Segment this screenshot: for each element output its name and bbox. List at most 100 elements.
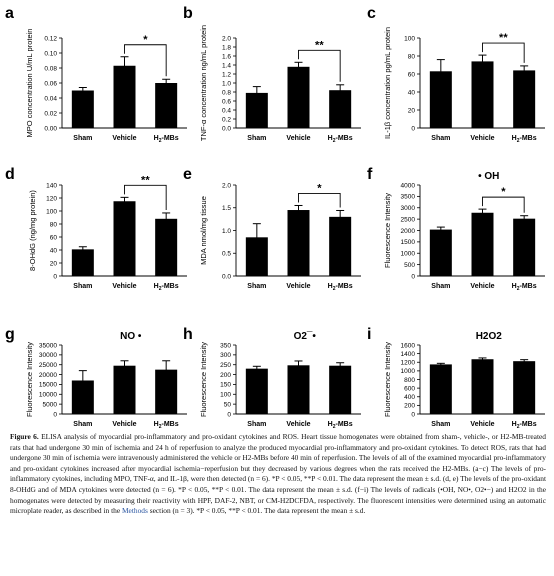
bar-i-1 <box>429 364 452 414</box>
significance-mark-b: ** <box>315 39 324 51</box>
category-label-i-1: Sham <box>431 421 450 428</box>
figure-caption: Figure 6. ELISA analysis of myocardial p… <box>10 432 546 517</box>
y-tick-label-f: 1500 <box>401 239 416 246</box>
significance-mark-d: ** <box>141 174 150 186</box>
significance-bracket-e <box>298 193 341 208</box>
y-tick-label-d: 20 <box>50 260 58 267</box>
significance-bracket-c <box>482 42 525 63</box>
panel-title-f: • OH <box>478 171 499 182</box>
category-label-i-3: H2-MBs <box>512 421 537 430</box>
panel-label-h: h <box>183 326 193 343</box>
y-tick-label-g: 35000 <box>39 342 57 349</box>
significance-mark-e: * <box>317 182 322 194</box>
y-axis-label-e: MDA nmol/mg tissue <box>199 196 208 265</box>
bar-d-1 <box>71 249 94 276</box>
y-tick-label-d: 140 <box>46 182 57 189</box>
methods-link[interactable]: Methods <box>121 506 148 516</box>
y-tick-label-d: 0 <box>53 273 57 280</box>
y-tick-label-i: 1200 <box>401 360 416 367</box>
category-label-i-2: Vehicle <box>470 421 494 428</box>
y-axis-label-f: Fluorescence Intensity <box>383 193 392 268</box>
y-tick-label-h: 150 <box>220 382 231 389</box>
category-label-a-2: Vehicle <box>112 135 136 142</box>
y-tick-label-c: 40 <box>408 89 416 96</box>
bar-h-2 <box>287 365 310 414</box>
y-tick-label-f: 500 <box>404 262 415 269</box>
y-tick-label-a: 0.04 <box>44 95 57 102</box>
category-label-f-2: Vehicle <box>470 283 494 290</box>
panel-label-d: d <box>5 166 15 183</box>
y-tick-label-f: 0 <box>411 273 415 280</box>
category-label-a-1: Sham <box>73 135 92 142</box>
bar-c-3 <box>513 70 536 128</box>
y-tick-label-f: 3500 <box>401 194 416 201</box>
y-tick-label-d: 40 <box>50 247 58 254</box>
caption-label: Figure 6. <box>10 432 39 441</box>
y-tick-label-b: 1.0 <box>222 80 231 87</box>
y-tick-label-a: 0.12 <box>44 35 57 42</box>
bar-f-1 <box>429 229 452 276</box>
category-label-g-3: H2-MBs <box>154 421 179 430</box>
y-tick-label-g: 25000 <box>39 362 57 369</box>
y-tick-label-c: 20 <box>408 107 416 114</box>
y-axis-label-b: TNF-α concentration ng/mL protein <box>199 25 208 141</box>
bar-i-2 <box>471 359 494 414</box>
category-label-f-1: Sham <box>431 283 450 290</box>
panel-title-i: H2O2 <box>476 331 503 342</box>
caption-text: ELISA analysis of myocardial pro-inflamm… <box>10 432 546 516</box>
category-label-c-3: H2-MBs <box>512 135 537 144</box>
y-tick-label-b: 1.4 <box>222 62 231 69</box>
category-label-h-3: H2-MBs <box>328 421 353 430</box>
bar-f-2 <box>471 212 494 276</box>
significance-bracket-f <box>482 196 525 213</box>
category-label-e-2: Vehicle <box>286 283 310 290</box>
bar-b-1 <box>245 92 268 128</box>
y-tick-label-g: 15000 <box>39 382 57 389</box>
bar-b-3 <box>329 90 352 128</box>
category-label-b-1: Sham <box>247 135 266 142</box>
caption-text-end: section (n = 3). *P < 0.05, **P < 0.01. … <box>149 506 366 516</box>
panel-label-e: e <box>183 166 192 183</box>
significance-bracket-b <box>298 49 341 82</box>
y-tick-label-d: 120 <box>46 195 57 202</box>
y-tick-label-h: 350 <box>220 342 231 349</box>
category-label-d-3: H2-MBs <box>154 283 179 292</box>
panel-label-c: c <box>367 5 376 22</box>
y-tick-label-d: 80 <box>50 221 58 228</box>
y-tick-label-c: 60 <box>408 71 416 78</box>
y-tick-label-a: 0.08 <box>44 65 57 72</box>
y-tick-label-i: 1400 <box>401 351 416 358</box>
panel-label-f: f <box>367 166 373 183</box>
y-tick-label-i: 800 <box>404 377 415 384</box>
y-tick-label-c: 100 <box>404 35 415 42</box>
bar-d-2 <box>113 201 136 276</box>
bar-i-3 <box>513 361 536 414</box>
y-tick-label-f: 1000 <box>401 251 416 258</box>
y-tick-label-b: 0.8 <box>222 89 231 96</box>
y-tick-label-c: 0 <box>411 125 415 132</box>
y-tick-label-g: 5000 <box>43 401 58 408</box>
y-tick-label-e: 2.0 <box>222 182 231 189</box>
y-tick-label-b: 1.6 <box>222 53 231 60</box>
y-tick-label-a: 0.00 <box>44 125 57 132</box>
category-label-b-3: H2-MBs <box>328 135 353 144</box>
panel-label-g: g <box>5 326 15 343</box>
y-axis-label-a: MPO concentration U/mL protein <box>25 29 34 138</box>
y-tick-label-i: 200 <box>404 403 415 410</box>
bar-h-3 <box>329 365 352 414</box>
bar-g-3 <box>155 369 178 414</box>
y-axis-label-c: IL-1β concentration pg/mL protein <box>383 27 392 139</box>
y-tick-label-f: 4000 <box>401 182 416 189</box>
y-tick-label-f: 2500 <box>401 216 416 223</box>
y-tick-label-h: 0 <box>227 411 231 418</box>
category-label-g-2: Vehicle <box>112 421 136 428</box>
significance-mark-f: * <box>501 186 506 198</box>
y-tick-label-b: 0.6 <box>222 98 231 105</box>
y-axis-label-g: Fluorescence Intensity <box>25 342 34 417</box>
y-axis-label-h: Fluorescence Intensity <box>199 342 208 417</box>
y-tick-label-b: 0.2 <box>222 116 231 123</box>
y-tick-label-b: 1.8 <box>222 44 231 51</box>
bar-e-1 <box>245 237 268 276</box>
y-tick-label-i: 1000 <box>401 368 416 375</box>
